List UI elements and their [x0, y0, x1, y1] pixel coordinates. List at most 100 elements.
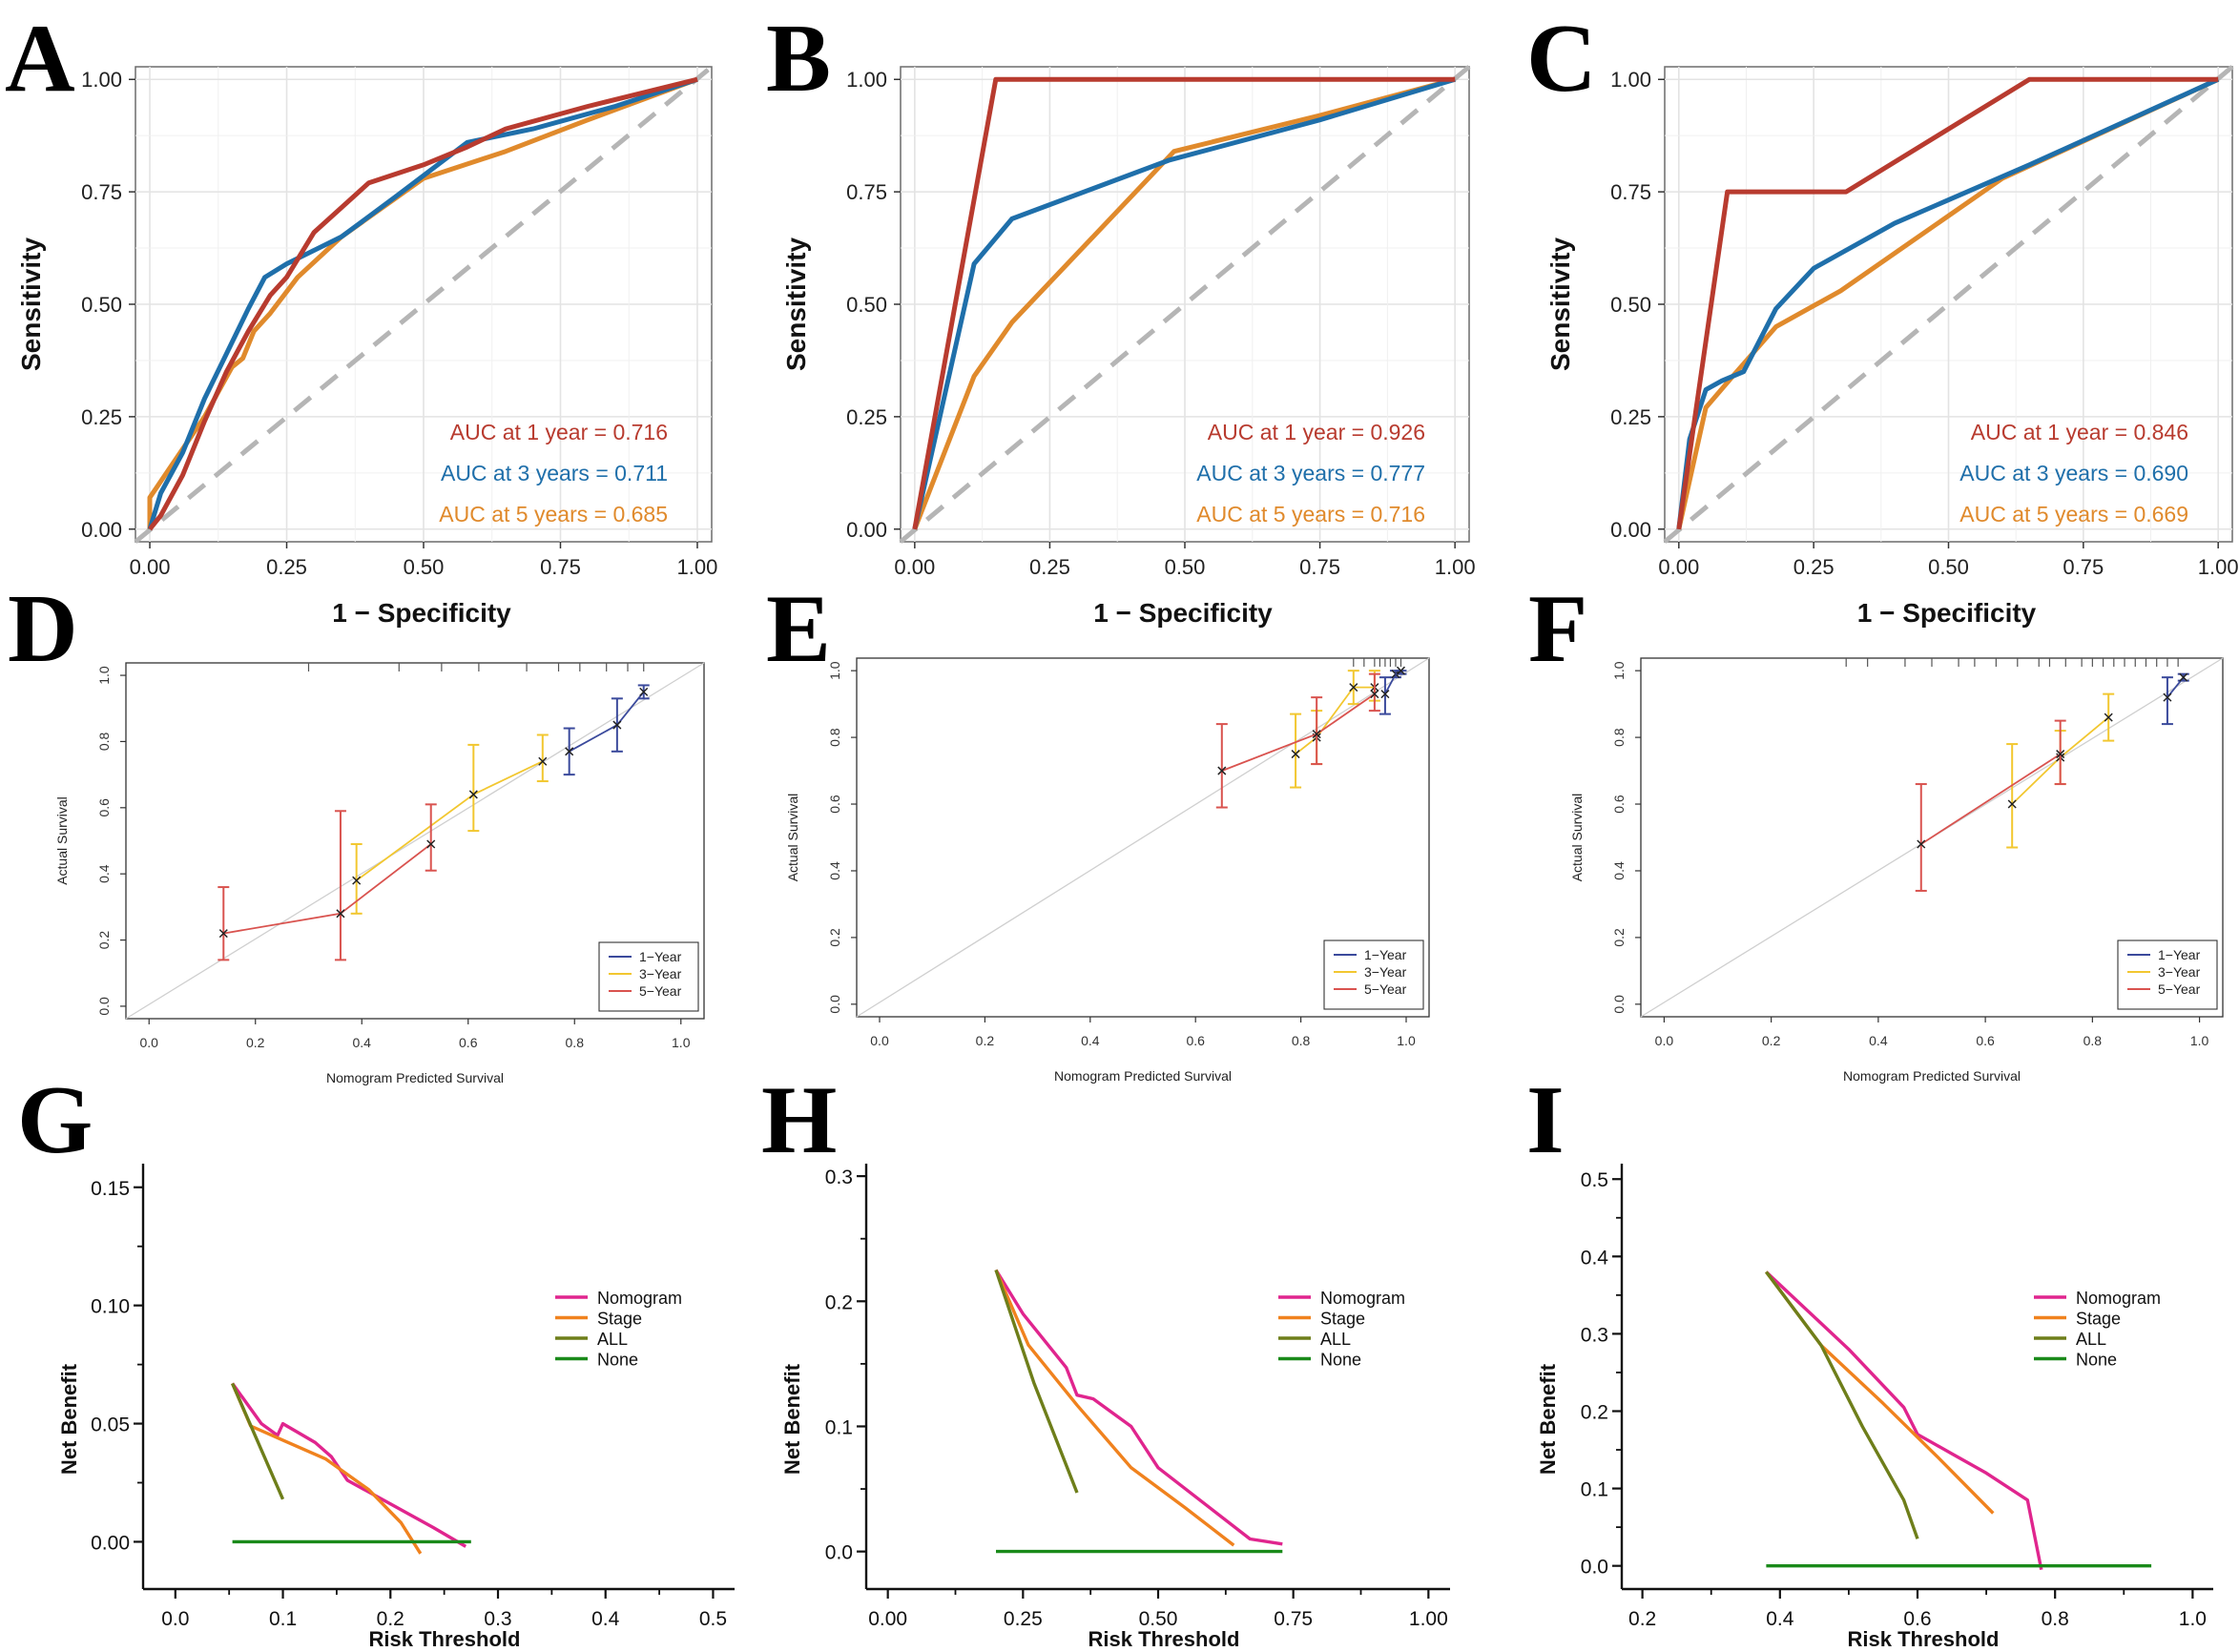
- roc-line-5-years: [912, 76, 1456, 530]
- calibration-point: [1349, 683, 1358, 692]
- calibration-point: [1291, 750, 1300, 759]
- y-tick-label: 1.00: [1610, 68, 1651, 92]
- x-tick-label: 0.75: [1299, 555, 1340, 579]
- calibration-point: [1217, 766, 1227, 775]
- y-tick-label: 0.4: [827, 861, 842, 880]
- roc-line-1-year: [912, 76, 1456, 530]
- calibration-point: [1370, 690, 1379, 699]
- dca-line-all: [994, 1269, 1079, 1494]
- x-tick-label: 0.00: [1658, 555, 1699, 579]
- ideal-calibration-line: [856, 657, 1430, 1018]
- x-tick-label: 0.2: [976, 1033, 995, 1048]
- roc-chart-c: 0.00 0.25 0.50 0.75 1.00 0.00 0.25 0.50 0.75 1.00…: [1545, 65, 2239, 628]
- dca-line-stage: [231, 1382, 423, 1555]
- dca-chart-i: 0.2 0.4 0.6 0.8 1.0 0.0 0.1 0.2 0.3 0.4 0.5 Risk Th…: [1536, 1164, 2213, 1651]
- x-tick-label: 0.3: [484, 1608, 511, 1630]
- legend-label: ALL: [597, 1330, 628, 1349]
- y-tick-label: 0.2: [96, 931, 112, 950]
- panel-letter-c: C: [1526, 5, 1597, 113]
- calibration-point: [1917, 839, 1926, 849]
- x-tick-label: 0.25: [1793, 555, 1835, 579]
- y-tick-label: 0.25: [81, 405, 122, 429]
- x-tick-label: 0.50: [404, 555, 445, 579]
- x-axis-title: Risk Threshold: [1088, 1627, 1240, 1651]
- legend-label: 3−Year: [2158, 964, 2201, 980]
- x-tick-label: 0.2: [1628, 1608, 1656, 1630]
- y-tick-label: 0.2: [1581, 1401, 1608, 1423]
- x-tick-label: 0.8: [1292, 1033, 1311, 1048]
- x-tick-label: 0.5: [699, 1608, 727, 1630]
- roc-line-3-years: [147, 76, 698, 530]
- y-tick-label: 0.25: [846, 405, 887, 429]
- y-tick-label: 0.0: [96, 997, 112, 1016]
- legend-label: Nomogram: [1320, 1289, 1405, 1308]
- panel-letter-e: E: [766, 575, 831, 683]
- panel-letter-h: H: [761, 1066, 837, 1174]
- calibration-point: [218, 929, 228, 939]
- dca-line-stage: [1765, 1270, 1995, 1515]
- y-tick-label: 1.0: [827, 661, 842, 680]
- calibration-series-1year: [2161, 672, 2189, 726]
- dca-line-all: [231, 1382, 285, 1500]
- calibration-point: [2007, 799, 2017, 809]
- y-axis-title: Sensitivity: [1545, 237, 1575, 371]
- x-tick-label: 0.50: [1165, 555, 1206, 579]
- y-tick-label: 0.0: [1581, 1557, 1608, 1579]
- dca-line-nomogram: [994, 1269, 1283, 1546]
- x-tick-label: 0.00: [894, 555, 935, 579]
- legend-label: Stage: [2076, 1310, 2121, 1329]
- y-axis-title: Sensitivity: [781, 237, 811, 371]
- auc-label-1-year: AUC at 1 year = 0.716: [450, 420, 668, 444]
- x-tick-label: 0.00: [130, 555, 171, 579]
- x-tick-label: 0.25: [1029, 555, 1070, 579]
- roc-line-3-years: [912, 76, 1456, 530]
- reference-diagonal: [899, 65, 1471, 544]
- roc-line-1-year: [1676, 76, 2219, 530]
- calibration-line: [1920, 753, 2062, 845]
- calibration-point: [2056, 750, 2065, 759]
- calibration-point: [1312, 730, 1321, 739]
- reference-diagonal: [1663, 65, 2234, 544]
- y-tick-label: 1.0: [96, 666, 112, 685]
- x-axis-title: Nomogram Predicted Survival: [1054, 1068, 1232, 1084]
- y-tick-label: 0.2: [827, 928, 842, 947]
- x-tick-label: 0.75: [540, 555, 581, 579]
- x-tick-label: 0.50: [1928, 555, 1969, 579]
- legend-label: 1−Year: [2158, 947, 2201, 962]
- y-axis-title: Net Benefit: [780, 1363, 804, 1475]
- legend-label: None: [1320, 1351, 1361, 1370]
- x-tick-label: 0.4: [353, 1035, 372, 1050]
- dca-line-nomogram: [231, 1382, 467, 1548]
- y-tick-label: 0.2: [825, 1291, 853, 1313]
- legend-label: 3−Year: [639, 966, 682, 981]
- calibration-series-1year: [563, 684, 650, 776]
- x-tick-label: 1.0: [672, 1035, 691, 1050]
- y-tick-label: 0.25: [1610, 405, 1651, 429]
- calibration-series-5year: [1915, 719, 2066, 892]
- y-axis-title: Sensitivity: [16, 237, 46, 371]
- y-tick-label: 0.00: [81, 518, 122, 542]
- x-tick-label: 0.1: [269, 1608, 297, 1630]
- legend-box: [2117, 940, 2218, 1010]
- calibration-point: [565, 747, 574, 756]
- auc-label-3-years: AUC at 3 years = 0.690: [1959, 461, 2188, 485]
- calibration-point: [2163, 692, 2172, 702]
- y-tick-label: 0.8: [1611, 728, 1627, 747]
- calibration-point: [2104, 712, 2113, 722]
- x-tick-label: 0.6: [459, 1035, 478, 1050]
- roc-chart-a: 0.00 0.25 0.50 0.75 1.00 0.00 0.25 0.50 0.75 1.00…: [16, 65, 717, 628]
- legend-label: Stage: [597, 1310, 642, 1329]
- x-tick-label: 1.00: [1409, 1608, 1448, 1630]
- x-axis-title: 1 − Specificity: [1857, 598, 2037, 628]
- legend-label: None: [597, 1351, 638, 1370]
- x-tick-label: 1.00: [1435, 555, 1476, 579]
- x-tick-label: 1.0: [1397, 1033, 1416, 1048]
- calibration-series-5year: [218, 803, 437, 961]
- legend-label: Stage: [1320, 1310, 1365, 1329]
- calibration-line: [1295, 686, 1375, 755]
- legend-label: 5−Year: [1364, 981, 1407, 997]
- x-tick-label: 1.00: [2198, 555, 2239, 579]
